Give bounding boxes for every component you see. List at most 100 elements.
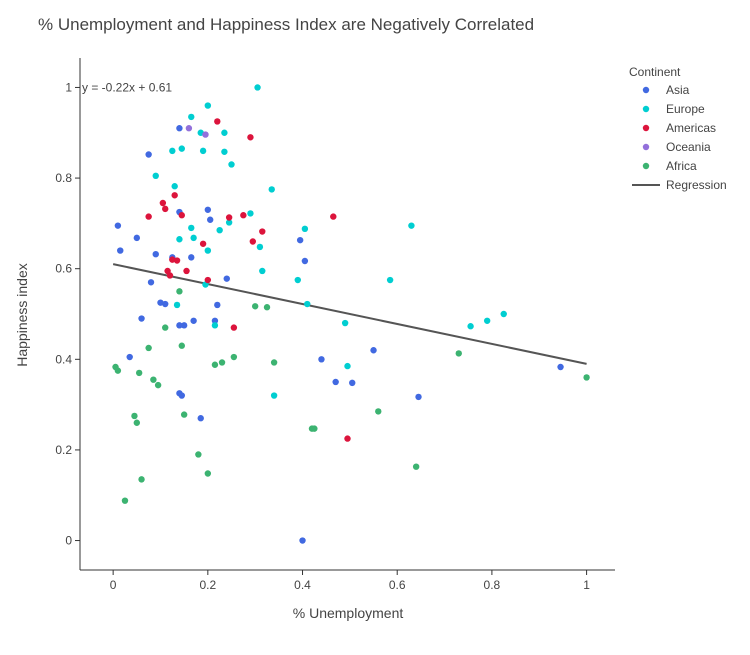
x-tick-label: 0.6 — [389, 578, 406, 592]
legend-label-regression: Regression — [666, 178, 727, 192]
data-point-asia — [188, 254, 195, 261]
data-point-asia — [162, 300, 169, 308]
data-point-africa — [583, 374, 590, 381]
data-point-europe — [173, 301, 181, 309]
data-point-asia — [138, 315, 145, 322]
data-point-europe — [467, 323, 474, 330]
data-point-asia — [296, 236, 304, 244]
data-point-europe — [171, 183, 178, 190]
data-point-europe — [268, 186, 275, 193]
data-point-europe — [211, 322, 219, 329]
data-point-africa — [375, 408, 382, 415]
data-point-africa — [133, 419, 141, 426]
data-point-americas — [159, 199, 167, 207]
data-point-europe — [344, 362, 351, 370]
data-point-europe — [188, 224, 195, 232]
data-point-europe — [216, 226, 223, 234]
data-point-asia — [415, 393, 422, 401]
data-point-europe — [204, 247, 212, 254]
data-point-europe — [294, 276, 301, 284]
y-tick-label: 0 — [65, 534, 72, 548]
y-tick-label: 0.2 — [55, 443, 72, 457]
data-point-europe — [386, 276, 394, 284]
data-point-americas — [240, 212, 247, 219]
data-point-americas — [247, 134, 254, 141]
legend-label-oceania: Oceania — [666, 140, 711, 154]
y-tick-label: 0.6 — [55, 262, 72, 276]
data-point-asia — [126, 353, 133, 361]
data-point-africa — [218, 359, 226, 366]
data-point-americas — [214, 118, 221, 125]
data-point-europe — [169, 147, 176, 155]
data-point-asia — [211, 317, 219, 324]
data-point-europe — [408, 222, 415, 229]
y-tick-label: 0.8 — [55, 171, 72, 185]
data-point-americas — [162, 205, 169, 213]
data-point-asia — [299, 537, 306, 544]
legend-marker-oceania — [642, 143, 650, 151]
data-point-europe — [304, 300, 311, 308]
data-point-europe — [247, 210, 254, 217]
data-point-europe — [270, 392, 278, 399]
data-point-americas — [249, 238, 257, 245]
x-tick-label: 1 — [583, 578, 590, 592]
data-point-americas — [145, 213, 152, 220]
data-point-africa — [311, 425, 318, 432]
x-tick-label: 0.2 — [199, 578, 216, 592]
data-point-africa — [121, 497, 129, 504]
data-point-africa — [412, 463, 420, 470]
data-point-asia — [147, 279, 155, 286]
legend-marker-europe — [642, 105, 650, 113]
data-point-africa — [263, 304, 271, 311]
data-point-americas — [199, 240, 207, 247]
data-point-asia — [176, 322, 183, 329]
data-point-asia — [152, 250, 159, 258]
data-point-asia — [332, 378, 339, 386]
data-point-europe — [152, 172, 159, 180]
data-point-americas — [204, 276, 212, 284]
data-point-asia — [223, 275, 230, 282]
data-point-africa — [145, 344, 152, 352]
data-point-americas — [330, 213, 337, 220]
legend-marker-africa — [642, 162, 650, 170]
legend-label-africa: Africa — [666, 159, 697, 173]
y-tick-label: 0.4 — [55, 352, 72, 366]
data-point-americas — [183, 267, 190, 275]
data-point-africa — [455, 350, 462, 357]
data-point-europe — [199, 147, 207, 155]
data-point-europe — [176, 236, 183, 243]
chart-title: % Unemployment and Happiness Index are N… — [38, 15, 534, 34]
data-point-americas — [178, 212, 185, 219]
data-point-africa — [114, 367, 122, 374]
data-point-americas — [225, 214, 233, 221]
data-point-asia — [349, 379, 356, 387]
data-point-europe — [483, 317, 491, 324]
x-tick-label: 0.4 — [294, 578, 311, 592]
data-point-asia — [190, 317, 197, 324]
data-point-americas — [173, 257, 181, 264]
data-point-asia — [370, 347, 377, 354]
data-point-americas — [344, 435, 351, 442]
data-point-africa — [154, 381, 162, 389]
data-point-europe — [188, 113, 195, 121]
regression-line — [112, 263, 587, 365]
data-point-africa — [270, 359, 278, 366]
legend-marker-americas — [642, 124, 650, 132]
y-tick-label: 1 — [65, 80, 72, 94]
x-tick-label: 0.8 — [484, 578, 501, 592]
data-point-asia — [145, 151, 152, 158]
data-point-africa — [230, 353, 238, 361]
data-point-asia — [133, 234, 141, 242]
data-point-asia — [301, 257, 309, 265]
data-point-africa — [251, 303, 259, 310]
data-point-europe — [221, 129, 228, 136]
plot-area: 0 0.2 0.4 0.6 0.8 1 0 0.2 0.4 0.6 0.8 1 y = -0.22x +… — [55, 58, 615, 592]
data-point-europe — [221, 148, 228, 155]
data-point-africa — [176, 288, 183, 295]
data-point-asia — [180, 322, 188, 329]
data-point-africa — [131, 412, 138, 420]
data-point-asia — [318, 356, 325, 363]
y-axis-label: Happiness index — [14, 263, 30, 367]
